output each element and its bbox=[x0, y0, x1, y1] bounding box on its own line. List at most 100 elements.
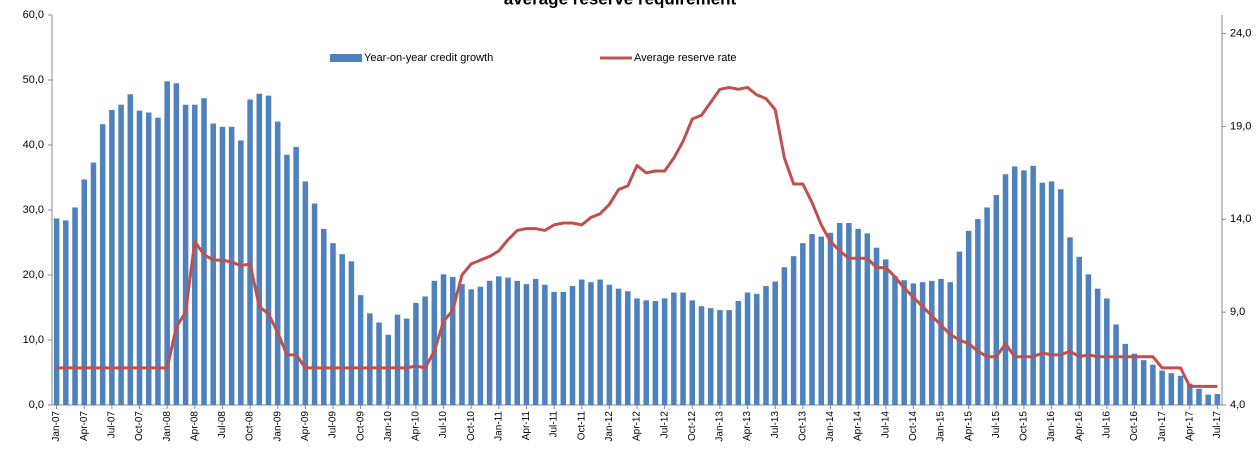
bar bbox=[1131, 353, 1138, 405]
bar bbox=[486, 280, 493, 405]
x-tick-label: Jul-12 bbox=[659, 411, 670, 439]
bar bbox=[321, 228, 327, 405]
bar bbox=[809, 234, 815, 405]
bar bbox=[744, 292, 751, 405]
bar bbox=[597, 279, 603, 405]
y-tick-label: 10,0 bbox=[23, 334, 44, 346]
bar bbox=[901, 280, 907, 405]
x-tick-label: Jan-08 bbox=[162, 411, 173, 442]
x-tick-label: Apr-07 bbox=[79, 411, 90, 441]
bar bbox=[1058, 189, 1064, 405]
bar bbox=[532, 278, 539, 405]
bar bbox=[772, 281, 778, 405]
bar bbox=[422, 296, 428, 405]
bar bbox=[256, 93, 263, 406]
bar bbox=[938, 278, 944, 405]
bar bbox=[929, 280, 935, 405]
line bbox=[56, 85, 1218, 388]
x-tick-label: Jan-11 bbox=[493, 411, 504, 441]
bar bbox=[855, 228, 861, 405]
bar bbox=[707, 308, 714, 405]
bar bbox=[523, 284, 530, 405]
bar bbox=[892, 276, 898, 405]
x-tick-label: Apr-11 bbox=[521, 411, 532, 441]
x-tick-label: Jul-14 bbox=[880, 411, 891, 439]
bar bbox=[274, 121, 281, 405]
bar bbox=[357, 295, 364, 405]
bar bbox=[1021, 170, 1027, 405]
bar bbox=[238, 140, 244, 405]
bar bbox=[367, 313, 373, 405]
bar bbox=[680, 292, 686, 405]
y-tick-label: 60,0 bbox=[23, 9, 44, 21]
bar bbox=[90, 162, 97, 405]
x-tick-label: Oct-12 bbox=[687, 411, 698, 441]
x-tick-label: Apr-12 bbox=[632, 411, 643, 441]
x-tick-label: Jul-11 bbox=[549, 411, 560, 438]
bar bbox=[505, 277, 511, 405]
bar bbox=[754, 293, 760, 405]
bar bbox=[459, 284, 465, 405]
x-tick-label: Jan-16 bbox=[1046, 411, 1057, 442]
x-tick-label: Jan-12 bbox=[604, 411, 615, 442]
bar bbox=[1048, 181, 1055, 405]
bar bbox=[145, 112, 152, 405]
bar bbox=[265, 95, 272, 405]
bar bbox=[975, 219, 981, 405]
y2-tick-label: 9,0 bbox=[1230, 306, 1245, 318]
y-tick-label: 0,0 bbox=[29, 399, 44, 411]
bar bbox=[569, 286, 576, 405]
x-tick-label: Apr-09 bbox=[300, 411, 311, 441]
bar bbox=[698, 306, 705, 405]
x-tick-label: Jan-14 bbox=[825, 411, 836, 442]
bar bbox=[311, 203, 318, 405]
bar bbox=[781, 267, 788, 405]
x-tick-label: Jul-16 bbox=[1101, 411, 1112, 439]
bar bbox=[560, 291, 567, 405]
bar bbox=[1159, 370, 1165, 405]
bar bbox=[763, 286, 769, 405]
bar bbox=[173, 83, 180, 405]
bar bbox=[440, 274, 447, 405]
bar bbox=[1168, 373, 1175, 405]
bar bbox=[1067, 237, 1073, 405]
x-tick-label: Oct-11 bbox=[576, 411, 587, 441]
bar bbox=[643, 300, 649, 405]
bar bbox=[1039, 182, 1046, 405]
bar bbox=[1002, 174, 1009, 405]
bar bbox=[302, 181, 309, 405]
bar bbox=[394, 314, 401, 405]
legend-label: Year-on-year credit growth bbox=[364, 52, 493, 64]
bar bbox=[1196, 388, 1202, 405]
y-tick-label: 30,0 bbox=[23, 204, 44, 216]
bar bbox=[164, 81, 170, 406]
bar bbox=[228, 126, 235, 406]
legend-label: Average reserve rate bbox=[634, 52, 737, 64]
x-tick-label: Oct-09 bbox=[355, 411, 366, 441]
bar bbox=[182, 104, 189, 405]
bar bbox=[127, 94, 134, 406]
bar bbox=[652, 301, 659, 405]
bar bbox=[965, 230, 972, 405]
bar bbox=[155, 117, 161, 405]
x-tick-label: Apr-15 bbox=[963, 411, 974, 441]
bar bbox=[1150, 364, 1156, 405]
bar bbox=[689, 300, 696, 405]
y2-tick-label: 14,0 bbox=[1230, 213, 1251, 225]
bar bbox=[615, 288, 622, 405]
x-tick-label: Jan-10 bbox=[383, 411, 394, 442]
bar bbox=[293, 146, 299, 405]
x-tick-label: Jul-07 bbox=[107, 411, 118, 439]
bar bbox=[339, 254, 345, 405]
x-tick-label: Jul-09 bbox=[328, 411, 339, 439]
bar bbox=[1104, 298, 1110, 405]
bar bbox=[431, 280, 438, 405]
bar bbox=[1094, 288, 1101, 405]
bar bbox=[827, 232, 834, 405]
chart-title: average reserve requirement bbox=[504, 0, 737, 8]
bar bbox=[1122, 343, 1129, 405]
bar bbox=[726, 310, 732, 405]
bar bbox=[284, 154, 290, 405]
bar bbox=[993, 195, 1000, 405]
